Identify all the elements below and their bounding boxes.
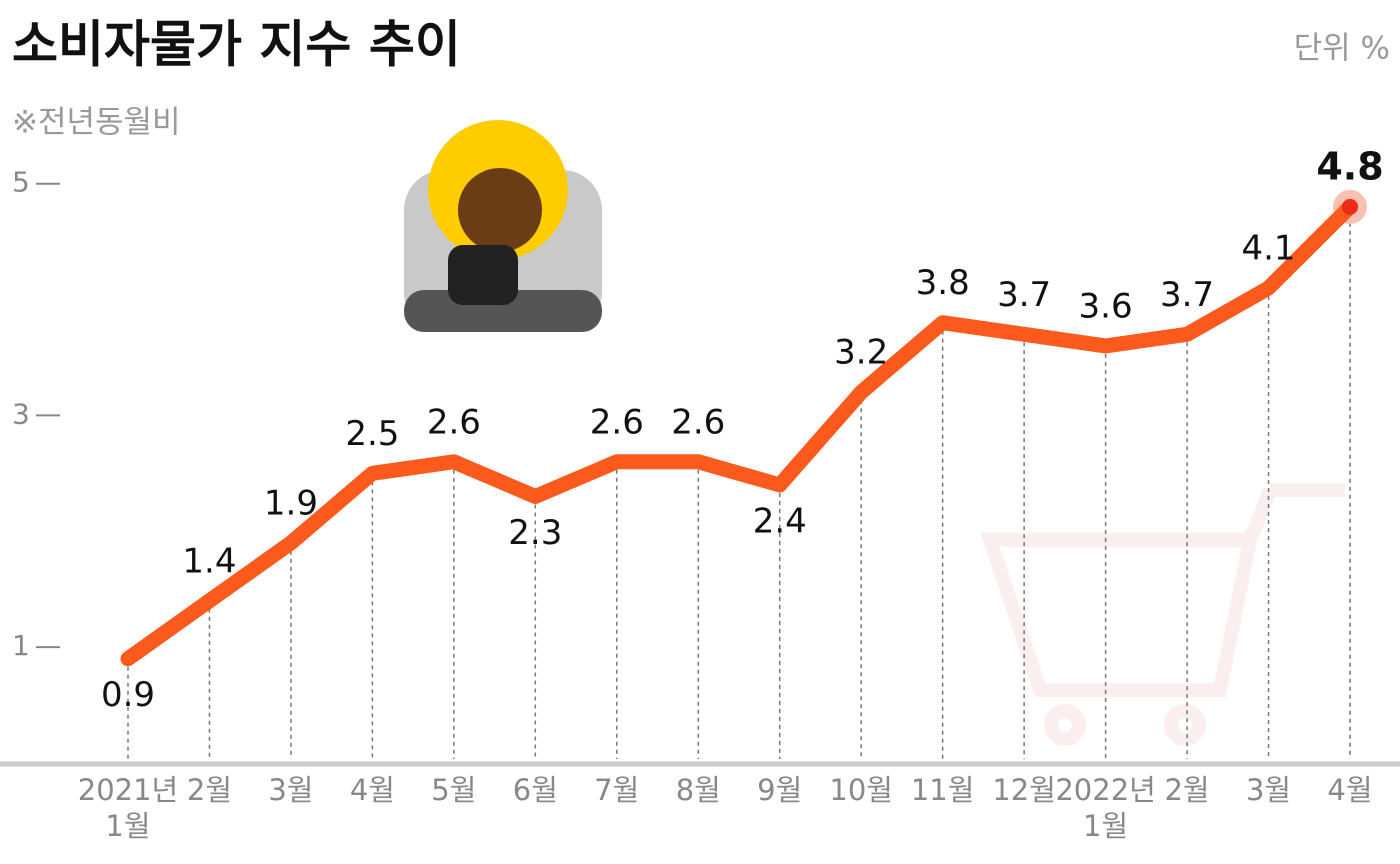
x-tick-label: 6월: [512, 773, 558, 807]
data-label: 4.1: [1241, 228, 1295, 268]
x-tick-label: 4월: [1327, 773, 1373, 807]
data-label: 1.9: [264, 483, 318, 523]
data-label: 2.6: [671, 402, 725, 442]
x-tick-label: 2월: [186, 773, 233, 807]
x-tick-label: 2022년 1월: [1055, 773, 1156, 843]
x-tick-label: 11월: [910, 773, 975, 807]
x-tick-label: 8월: [675, 773, 721, 807]
data-label: 4.8: [1316, 144, 1383, 188]
x-tick-label: 12월: [992, 773, 1056, 807]
x-tick-label: 3월: [1245, 773, 1292, 807]
y-tick-label: 3: [12, 397, 30, 430]
data-label: 2.3: [508, 513, 562, 553]
data-label: 3.7: [1160, 275, 1214, 315]
data-label: 3.2: [834, 333, 888, 373]
data-label: 2.4: [753, 501, 807, 541]
chart-title: 소비자물가 지수 추이: [12, 16, 461, 74]
x-tick-label: 9월: [757, 773, 803, 807]
subtitle: ※전년동월비: [12, 105, 181, 141]
x-tick-label: 3월: [268, 773, 314, 807]
y-tick-label: 5: [12, 166, 30, 199]
x-tick-label: 2월: [1164, 773, 1210, 807]
x-tick-label: 5월: [431, 773, 477, 807]
illustration: [404, 120, 602, 332]
data-label: 2.6: [427, 402, 481, 442]
x-tick-label: 10월: [829, 773, 893, 807]
data-label: 0.9: [101, 675, 155, 715]
data-label: 3.7: [997, 275, 1051, 315]
highlight-point: [1342, 198, 1358, 215]
data-label: 2.6: [590, 402, 644, 442]
x-tick-label: 7월: [594, 773, 640, 807]
data-label: 2.5: [345, 414, 399, 454]
data-label: 3.8: [916, 263, 970, 303]
unit-label: 단위 %: [1294, 31, 1390, 67]
data-label: 1.4: [182, 541, 236, 581]
x-tick-label: 4월: [349, 773, 395, 807]
series-line: [120, 199, 1358, 667]
data-label: 3.6: [1079, 286, 1133, 326]
x-tick-label: 2021년 1월: [77, 773, 179, 843]
y-tick-label: 1: [12, 629, 30, 662]
watermark: [980, 483, 1345, 746]
